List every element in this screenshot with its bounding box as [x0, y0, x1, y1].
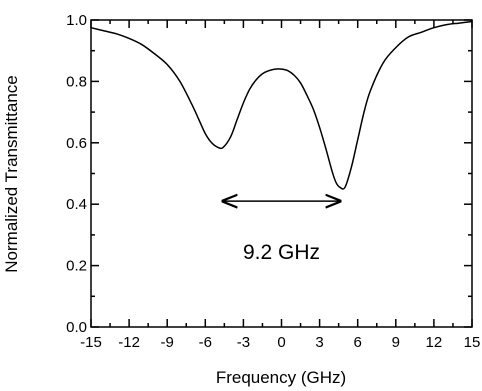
x-tick-label: -3 — [237, 334, 250, 351]
y-tick-label: 0.4 — [66, 196, 87, 213]
plot-frame — [90, 19, 473, 328]
bandwidth-annotation-label: 9.2 GHz — [243, 241, 320, 264]
x-tick-label: 15 — [464, 334, 481, 351]
y-axis-title: Normalized Transmittance — [2, 75, 21, 272]
y-axis-ticks — [91, 19, 472, 328]
x-tick-label: -6 — [199, 334, 212, 351]
plot-area — [90, 19, 473, 328]
series-line — [90, 20, 473, 190]
x-tick-label: -15 — [80, 334, 102, 351]
x-tick-label: 12 — [426, 334, 443, 351]
x-tick-label: 9 — [392, 334, 400, 351]
y-tick-label: 0.2 — [66, 258, 87, 275]
x-axis-title: Frequency (GHz) — [216, 368, 346, 387]
x-tick-label: 0 — [277, 334, 285, 351]
x-tick-label: 6 — [354, 334, 362, 351]
y-tick-label: 0.0 — [66, 319, 87, 336]
y-tick-label: 1.0 — [66, 12, 87, 29]
y-tick-label: 0.8 — [66, 73, 87, 90]
y-axis-tick-labels: 0.0 0.2 0.4 0.6 0.8 1.0 — [66, 12, 87, 336]
x-tick-label: -9 — [161, 334, 174, 351]
x-axis-ticks — [90, 20, 473, 327]
x-axis-tick-labels: -15 -12 -9 -6 -3 0 3 6 9 12 15 — [80, 334, 480, 351]
x-tick-label: 3 — [315, 334, 323, 351]
x-tick-label: -12 — [118, 334, 140, 351]
y-tick-label: 0.6 — [66, 135, 87, 152]
